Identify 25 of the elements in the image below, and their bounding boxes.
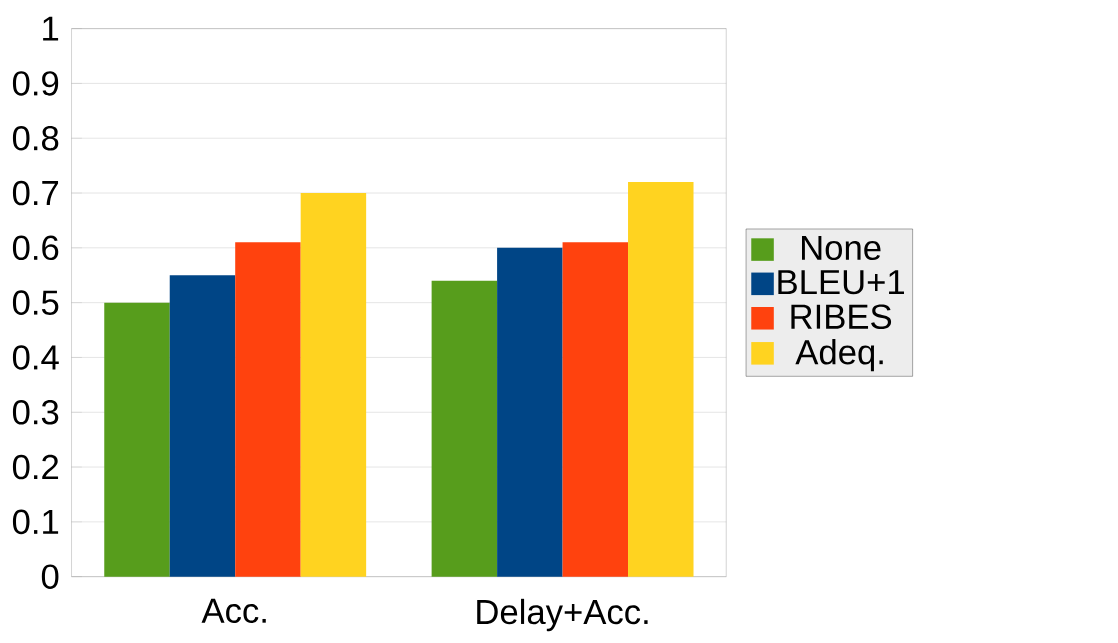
legend-label: RIBES [791,304,892,330]
y-tick-label: 0.1 [12,509,59,535]
y-tick-label: 0.4 [12,345,59,370]
bar [431,280,498,577]
bar [235,242,301,577]
bar [104,302,170,577]
y-tick-label: 0.6 [12,235,59,261]
legend-label: None [802,236,881,261]
legend-label: Adeq. [795,339,883,372]
bar [497,247,563,577]
y-tick-label: 1 [43,16,59,41]
y-tick-label: 0.8 [12,126,59,151]
x-tick-label: Delay+Acc. [477,598,648,632]
y-tick-label: 0 [41,564,59,590]
y-tick-label: 0.2 [12,454,59,480]
bar [628,182,694,577]
y-tick-label: 0.7 [12,180,59,206]
bar [562,242,629,577]
y-tick-label: 0.3 [12,400,59,425]
y-tick-label: 0.9 [12,71,59,96]
y-tick-label: 0.5 [12,290,59,316]
x-tick-label: Acc. [201,598,266,624]
bar [300,193,367,577]
legend-label: BLEU+1 [778,270,904,295]
bar [169,275,236,577]
